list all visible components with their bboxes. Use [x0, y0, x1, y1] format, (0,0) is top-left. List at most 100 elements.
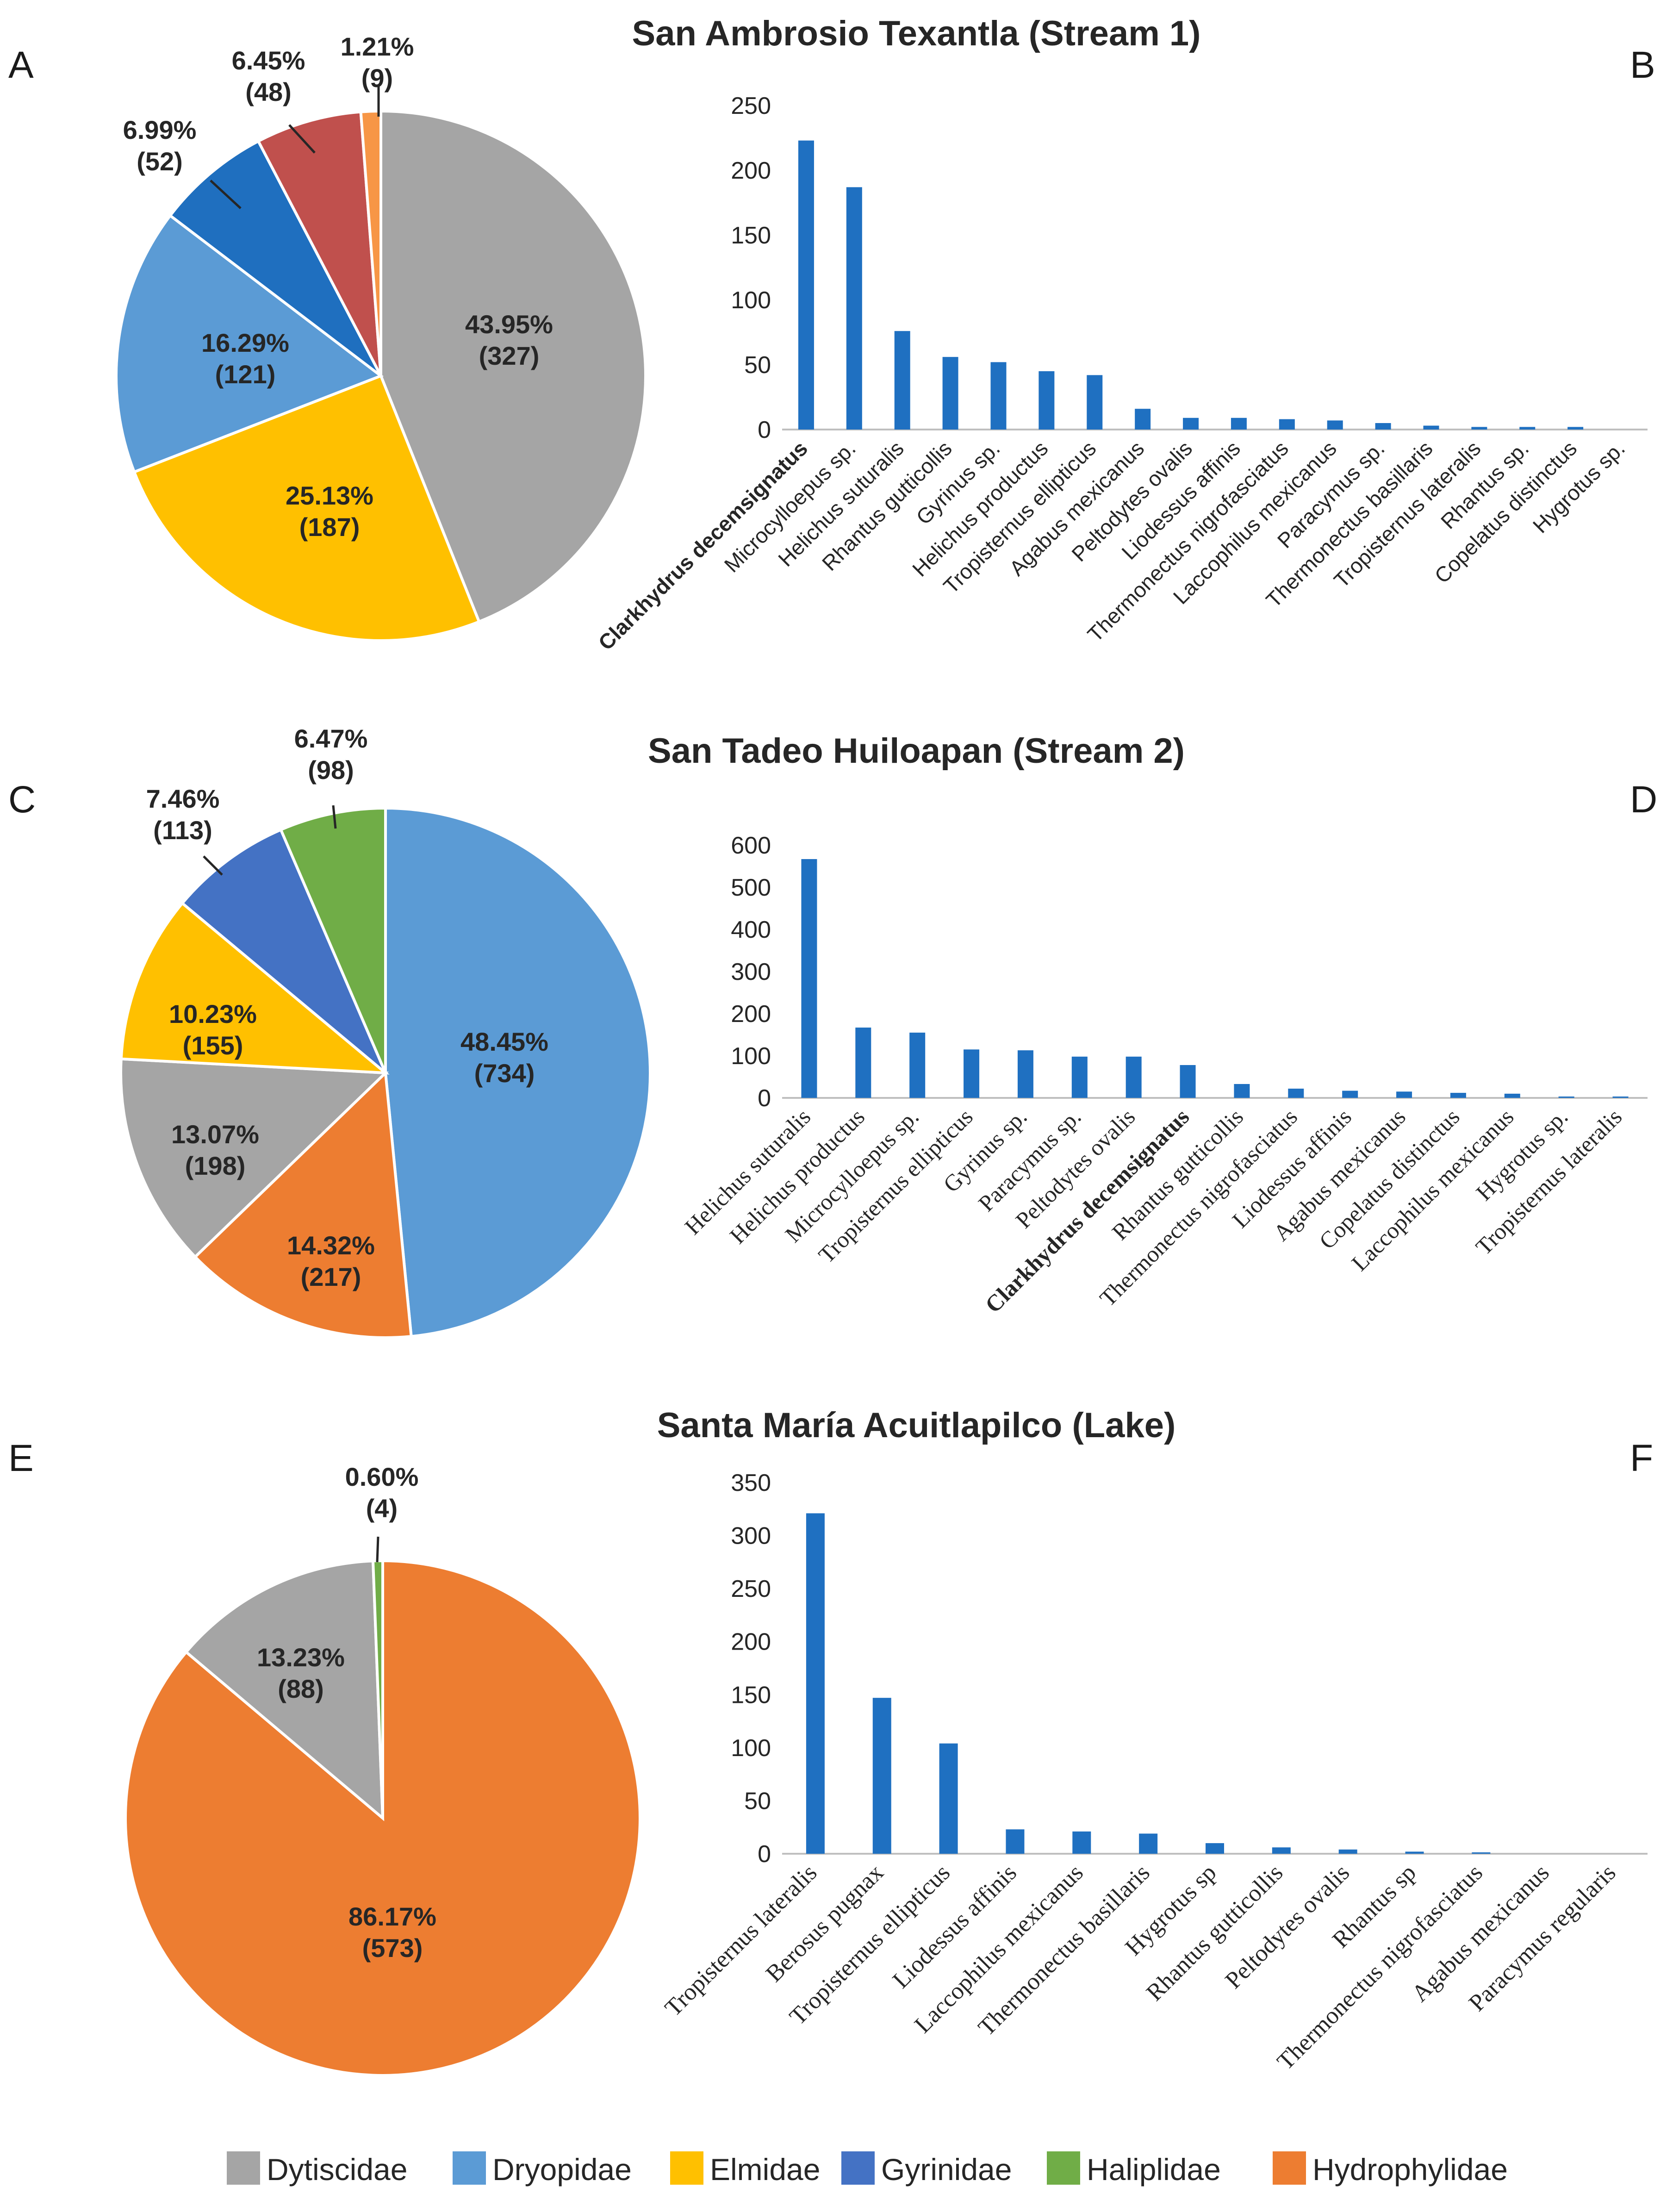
bar-b-y-tick-2: 100	[731, 287, 771, 314]
legend-swatch-dryopidae	[453, 2151, 486, 2185]
pie-e-count-label-1: (88)	[278, 1674, 324, 1703]
legend: Dytiscidae Dryopidae Elmidae Gyrinidae H…	[227, 2151, 1508, 2187]
pie-a-slice-0	[379, 109, 647, 624]
bar-f-bar-tropisternus-ellipticus	[939, 1743, 958, 1854]
pie-c-count-label-2: (198)	[185, 1151, 246, 1180]
pie-chart-a: 43.95%(327) 25.13%(187) 16.29% (121) 6.99% (5…	[115, 32, 647, 642]
bar-f-bar-peltodytes-ovalis	[1338, 1849, 1357, 1854]
bar-d-y-tick-0: 0	[758, 1085, 771, 1112]
pie-c-count-label-1: (217)	[301, 1262, 361, 1291]
bar-f-category-label-liodessus-affinis: Liodessus affinis	[888, 1859, 1022, 1994]
bar-d-bar-helichus-suturalis	[801, 859, 817, 1098]
pie-e-percent-label-0: 86.17%	[348, 1902, 436, 1931]
pie-c-count-label-4: (113)	[153, 816, 212, 845]
bar-d-bar-liodessus-affinis	[1342, 1090, 1358, 1098]
bar-d-bar-tropisternus-ellipticus	[964, 1049, 980, 1098]
pie-chart-e: 86.17%(573) 13.23%(88) 0.60% (4)	[124, 1462, 641, 2077]
bar-f-category-label-berosus-pugnax: Berosus pugnax	[761, 1859, 889, 1987]
bar-b-bar-thermonectus-nigrofasciatus	[1279, 419, 1295, 430]
pie-c-slice-2	[119, 1057, 389, 1259]
bar-b-y-tick-5: 250	[731, 93, 771, 119]
bar-d-bar-hygrotus-sp	[1558, 1097, 1574, 1098]
pie-a-count-label-3: (52)	[137, 147, 183, 176]
legend-label-elmidae: Elmidae	[710, 2152, 820, 2187]
bar-b-y-tick-0: 0	[758, 417, 771, 443]
bar-b-bar-rhantus-gutticollis	[942, 357, 958, 430]
bar-f-bar-tropisternus-lateralis	[806, 1513, 825, 1854]
legend-swatch-dytiscidae	[227, 2151, 260, 2185]
bar-b-bar-agabus-mexicanus	[1135, 409, 1151, 430]
bar-d-y-tick-5: 500	[731, 874, 771, 901]
pie-e-percent-label-1: 13.23%	[257, 1643, 345, 1672]
pie-c-slice-5	[279, 806, 387, 1074]
bar-d-bar-gyrinus-sp	[1017, 1050, 1033, 1098]
bar-f-y-tick-2: 100	[731, 1735, 771, 1762]
bar-b-y-tick-4: 200	[731, 157, 771, 184]
bar-f-y-tick-0: 0	[758, 1841, 771, 1868]
bar-b-bar-gyrinus-sp	[990, 362, 1007, 430]
bar-b-bar-helichus-suturalis	[894, 331, 910, 430]
bar-d-y-tick-4: 400	[731, 916, 771, 943]
pie-c-percent-label-0: 48.45%	[460, 1027, 548, 1056]
bar-b-bar-copelatus-distinctus	[1567, 427, 1584, 430]
bar-d-bar-copelatus-distinctus	[1450, 1093, 1466, 1098]
bar-b-y-tick-1: 50	[744, 352, 771, 379]
bar-f-y-tick-4: 200	[731, 1629, 771, 1656]
pie-chart-c: 48.45% (734) 14.32%(217) 13.07%(198) 10.23% (…	[119, 724, 652, 1339]
bar-d-y-tick-3: 300	[731, 959, 771, 985]
bar-b-bar-helichus-productus	[1038, 371, 1055, 430]
bar-f-y-tick-1: 50	[744, 1788, 771, 1814]
pie-c-leader-5	[332, 805, 337, 829]
pie-a-count-label-5: (9)	[361, 63, 393, 93]
section-title-lake: Santa María Acuitlapilco (Lake)	[657, 1406, 1176, 1445]
bar-d-bar-microcylloepus-sp	[909, 1032, 926, 1098]
bar-f-bar-thermonectus-basillaris	[1139, 1833, 1158, 1854]
bar-b-bar-tropisternus-lateralis	[1471, 427, 1487, 430]
bar-d-bar-tropisternus-lateralis	[1612, 1097, 1629, 1098]
bar-b-bar-rhantus-sp	[1519, 427, 1536, 430]
bar-d-bar-rhantus-gutticollis	[1234, 1084, 1250, 1098]
pie-a-slice-4	[256, 110, 382, 377]
bar-d-bar-thermonectus-nigrofasciatus	[1288, 1088, 1304, 1098]
pie-a-slice-1	[132, 374, 481, 642]
bar-f-bar-rhantus-sp	[1405, 1851, 1424, 1854]
panel-letter-c: C	[8, 779, 36, 821]
bar-f-y-tick-6: 300	[731, 1523, 771, 1550]
pie-a-leader-3	[210, 180, 242, 209]
bar-b-bar-liodessus-affinis	[1231, 417, 1247, 430]
bar-f-bar-liodessus-affinis	[1006, 1829, 1025, 1854]
bar-b-bar-tropisternus-ellipticus	[1087, 375, 1103, 430]
bar-b-bar-clarkhydrus-decemsignatus	[798, 140, 814, 430]
bar-f-bar-berosus-pugnax	[872, 1698, 891, 1854]
bar-d-y-tick-6: 600	[731, 832, 771, 859]
pie-e-count-label-0: (573)	[362, 1933, 423, 1963]
bar-b-bar-paracymus-sp	[1375, 423, 1391, 430]
bar-f-bar-hygrotus-sp	[1206, 1843, 1224, 1854]
panel-letter-e: E	[8, 1437, 34, 1479]
panel-letter-a: A	[8, 44, 34, 86]
bar-d-bar-laccophilus-mexicanus	[1504, 1093, 1520, 1098]
pie-c-slice-4	[180, 828, 387, 1074]
pie-a-count-label-1: (187)	[299, 512, 360, 542]
pie-c-percent-label-4: 7.46%	[146, 784, 220, 813]
bar-b-y-tick-3: 150	[731, 222, 771, 249]
pie-c-slice-0	[384, 806, 652, 1338]
bar-f-y-tick-5: 250	[731, 1576, 771, 1602]
pie-c-slice-3	[119, 901, 390, 1075]
bar-b-bar-laccophilus-mexicanus	[1327, 420, 1343, 430]
bar-f-bar-thermonectus-nigrofasciatus	[1472, 1852, 1491, 1854]
pie-a-percent-label-2: 16.29%	[201, 328, 289, 357]
pie-a-percent-label-0: 43.95%	[465, 310, 553, 339]
bar-d-bar-peltodytes-ovalis	[1126, 1056, 1142, 1098]
pie-e-leader-2	[376, 1536, 379, 1563]
bar-d-bar-clarkhydrus-decemsignatus	[1180, 1065, 1196, 1098]
pie-a-count-label-4: (48)	[245, 77, 292, 106]
pie-c-count-label-5: (98)	[308, 755, 354, 785]
legend-label-dytiscidae: Dytiscidae	[267, 2152, 407, 2187]
section-title-stream-2: San Tadeo Huiloapan (Stream 2)	[648, 731, 1185, 771]
bar-f-y-tick-3: 150	[731, 1682, 771, 1708]
pie-c-percent-label-5: 6.47%	[294, 724, 368, 753]
